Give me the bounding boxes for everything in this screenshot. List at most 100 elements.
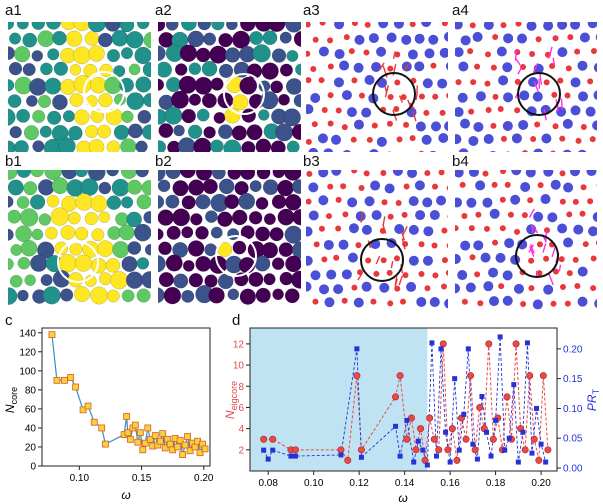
arrow — [401, 232, 406, 241]
particle — [275, 123, 294, 142]
particle — [232, 30, 251, 49]
atom-blue — [557, 47, 568, 58]
chart-d-point-blue — [404, 417, 410, 423]
atom-red — [335, 107, 342, 114]
atom-red — [424, 170, 431, 177]
atom-red — [534, 121, 541, 128]
arrow — [409, 102, 416, 111]
particle — [211, 170, 226, 180]
atom-blue — [457, 270, 468, 281]
particle — [165, 254, 183, 272]
particle — [88, 45, 105, 62]
particle — [128, 63, 141, 76]
particle — [170, 90, 189, 109]
particle — [158, 140, 167, 152]
particle — [223, 139, 242, 152]
chart-c-point — [186, 447, 194, 455]
chart-d-point-red — [521, 446, 529, 454]
particle — [42, 286, 61, 305]
chart-d-point-red — [392, 393, 400, 401]
particle — [60, 78, 77, 95]
atom-red — [394, 285, 401, 292]
particle — [9, 126, 22, 139]
particle — [262, 30, 278, 46]
arrow — [551, 245, 557, 258]
atom-blue — [483, 281, 494, 292]
particle — [8, 22, 15, 30]
atom-blue — [502, 295, 513, 306]
chart-c-point — [136, 429, 144, 437]
atom-red — [418, 241, 425, 248]
particle — [291, 179, 301, 194]
image-a4 — [455, 22, 597, 152]
particle — [180, 22, 197, 31]
particle — [74, 226, 89, 241]
chart-d-point-blue — [529, 450, 535, 456]
atom-blue — [592, 211, 597, 222]
atom-blue — [408, 255, 419, 266]
chart-d-point-red — [357, 446, 365, 454]
particle — [232, 240, 247, 255]
particle — [44, 77, 62, 95]
particle — [203, 32, 217, 46]
chart-d-point-blue — [411, 459, 417, 465]
atom-blue — [511, 170, 522, 176]
particle — [143, 31, 151, 49]
particle — [58, 137, 76, 152]
particle — [88, 139, 105, 152]
chart-d-ylabel-right-sub: T — [591, 388, 601, 394]
particle — [9, 32, 22, 45]
atom-red — [373, 270, 380, 277]
arrow — [532, 62, 539, 74]
particle — [91, 228, 105, 242]
chart-c-xtick-label: 0.20 — [194, 473, 214, 484]
particle — [69, 93, 84, 107]
atom-red — [484, 80, 491, 87]
atom-red — [363, 49, 370, 56]
particle — [179, 170, 196, 179]
particle — [29, 78, 47, 96]
particle — [45, 22, 61, 30]
chart-d-xtick-label: 0.10 — [304, 478, 324, 489]
particle — [286, 140, 300, 152]
particle — [60, 288, 74, 302]
atom-red — [559, 170, 566, 177]
arrow — [401, 226, 408, 237]
atom-red — [432, 183, 439, 190]
atom-red — [461, 298, 468, 305]
chart-c-point — [146, 435, 154, 443]
particle — [15, 225, 33, 243]
atom-red — [306, 138, 312, 145]
particle — [164, 106, 183, 125]
atom-blue — [408, 196, 419, 207]
particle — [127, 241, 142, 255]
particle — [158, 209, 174, 226]
particle — [279, 31, 292, 44]
particle — [68, 125, 83, 141]
particle — [23, 125, 40, 141]
chart-d-xtick-label: 0.16 — [440, 478, 460, 489]
arrow — [382, 223, 387, 234]
particle — [210, 226, 223, 239]
particle — [74, 170, 89, 178]
atom-red — [312, 298, 319, 305]
particle — [110, 271, 129, 290]
atom-red — [432, 272, 439, 279]
particle — [58, 253, 77, 273]
atom-red — [409, 135, 416, 142]
chart-d-ytick-left-label: 8 — [238, 382, 244, 393]
atom-red — [446, 185, 448, 191]
particle — [209, 45, 228, 64]
particle — [188, 62, 202, 76]
particle — [166, 225, 181, 240]
chart-d-point-red — [430, 435, 438, 443]
atom-red — [342, 211, 349, 218]
particle — [23, 181, 38, 196]
chart-d-point-blue — [502, 447, 508, 453]
atom-red — [455, 79, 462, 86]
particle — [267, 22, 286, 33]
particle — [31, 22, 46, 30]
atom-blue — [577, 60, 588, 71]
atom-blue — [422, 255, 433, 266]
chart-d-point-red — [539, 372, 547, 380]
